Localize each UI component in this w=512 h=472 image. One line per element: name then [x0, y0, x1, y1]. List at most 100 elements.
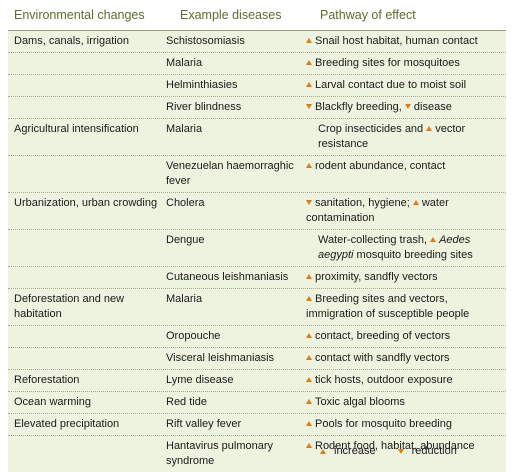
header-environmental-changes: Environmental changes [14, 8, 145, 22]
increase-arrow-icon [306, 421, 312, 426]
table-row: Agricultural intensification Malaria Crop … [8, 119, 506, 156]
reduction-arrow-icon [404, 104, 411, 109]
increase-arrow-icon [306, 38, 312, 43]
table-header: Environmental changes Example diseases P… [8, 0, 506, 31]
example-disease-cell: Cutaneous leishmaniasis [166, 271, 289, 283]
increase-arrow-icon [306, 82, 312, 87]
pathway-text: tick hosts, outdoor exposure [315, 374, 453, 386]
disease-table: Environmental changes Example diseases P… [8, 0, 506, 472]
table-row: Elevated precipitation Rift valley fever P… [8, 414, 506, 436]
pathway-text: water contamination [306, 197, 449, 224]
pathway-text: sanitation, hygiene; [315, 197, 413, 209]
pathway-text: disease [413, 101, 452, 113]
example-disease-cell: Oropouche [166, 330, 221, 342]
example-disease-cell: Rift valley fever [166, 418, 242, 430]
pathway-cell: tick hosts, outdoor exposure [306, 373, 506, 388]
increase-arrow-icon [306, 296, 312, 301]
example-disease-cell: Red tide [166, 396, 207, 408]
increase-arrow-icon [320, 448, 326, 454]
pathway-cell: contact with sandfly vectors [306, 351, 506, 366]
legend-increase: increase [320, 445, 376, 457]
legend-increase-label: increase [334, 445, 376, 457]
pathway-text: Larval contact due to moist soil [315, 79, 467, 91]
environmental-change-cell: Ocean warming [14, 396, 92, 408]
pathway-italic-text: Aedes aegypti [318, 234, 471, 261]
example-disease-cell: Visceral leishmaniasis [166, 352, 275, 364]
pathway-cell: Blackfly breeding, disease [306, 100, 506, 115]
header-example-diseases: Example diseases [180, 8, 282, 22]
pathway-cell: rodent abundance, contact [306, 159, 506, 174]
pathway-text: proximity, sandfly vectors [315, 271, 438, 283]
increase-arrow-icon [306, 443, 312, 448]
example-disease-cell: Malaria [166, 57, 203, 69]
example-disease-cell: Malaria [166, 123, 203, 135]
table-row: Cutaneous leishmaniasis proximity, sandfl… [8, 267, 506, 289]
legend-reduction: reduction [397, 445, 457, 457]
environmental-change-cell: Agricultural intensification [14, 123, 139, 135]
table-body: Dams, canals, irrigation Schistosomiasis S… [8, 31, 506, 472]
example-disease-cell: Venezuelan haemorraghic fever [166, 160, 294, 187]
example-disease-cell: Hantavirus pulmonary syndrome [166, 440, 273, 467]
pathway-text: Pools for mosquito breeding [315, 418, 452, 430]
pathway-text: vector resistance [318, 123, 466, 150]
reduction-arrow-icon [306, 104, 312, 109]
pathway-cell: Toxic algal blooms [306, 395, 506, 410]
increase-arrow-icon [306, 355, 312, 360]
example-disease-cell: Lyme disease [166, 374, 234, 386]
reduction-arrow-icon [306, 200, 312, 205]
table-row: Dengue Water-collecting trash, Aedes aegy… [8, 230, 506, 267]
increase-arrow-icon [412, 200, 419, 205]
pathway-cell: Pools for mosquito breeding [306, 417, 506, 432]
table-row: Visceral leishmaniasis contact with sandf… [8, 348, 506, 370]
pathway-cell: Larval contact due to moist soil [306, 78, 506, 93]
table-row: Deforestation and new habitation Malaria B… [8, 289, 506, 326]
increase-arrow-icon [306, 333, 312, 338]
environmental-change-cell: Deforestation and new habitation [14, 293, 125, 320]
pathway-text: Rodent food, habitat, abundance [315, 440, 475, 452]
pathway-cell: Breeding sites and vectors, immigration … [306, 292, 506, 322]
pathway-cell: proximity, sandfly vectors [306, 270, 506, 285]
increase-arrow-icon [306, 274, 312, 279]
pathway-cell: Crop insecticides and vector resistance [306, 122, 506, 152]
increase-arrow-icon [430, 237, 437, 242]
table-row: River blindness Blackfly breeding, diseas… [8, 97, 506, 119]
environmental-change-cell: Elevated precipitation [14, 418, 120, 430]
increase-arrow-icon [306, 399, 312, 404]
example-disease-cell: Helminthiasies [166, 79, 238, 91]
increase-arrow-icon [426, 126, 433, 131]
header-pathway-of-effect: Pathway of effect [320, 8, 416, 22]
table-row: Helminthiasies Larval contact due to mois… [8, 75, 506, 97]
environmental-change-cell: Dams, canals, irrigation [14, 35, 129, 47]
pathway-text: Toxic algal blooms [315, 396, 405, 408]
pathway-cell: sanitation, hygiene; water contamination [306, 196, 506, 226]
pathway-text: Breeding sites for mosquitoes [315, 57, 460, 69]
pathway-cell: Rodent food, habitat, abundance [306, 439, 506, 454]
pathway-cell: Water-collecting trash, Aedes aegypti mo… [306, 233, 506, 263]
legend: increase reduction [320, 445, 457, 457]
pathway-text: contact with sandfly vectors [315, 352, 450, 364]
table-row: Malaria Breeding sites for mosquitoes [8, 53, 506, 75]
pathway-text: Water-collecting trash, [318, 234, 431, 246]
environmental-change-cell: Reforestation [14, 374, 80, 386]
pathway-text: mosquito breeding sites [353, 249, 473, 261]
pathway-text: Blackfly breeding, [315, 101, 405, 113]
pathway-text: rodent abundance, contact [315, 160, 446, 172]
pathway-text: Crop insecticides and [318, 123, 427, 135]
pathway-cell: contact, breeding of vectors [306, 329, 506, 344]
table-row: Oropouche contact, breeding of vectors [8, 326, 506, 348]
pathway-text: Breeding sites and vectors, immigration … [306, 293, 470, 320]
pathway-cell: Breeding sites for mosquitoes [306, 56, 506, 71]
environmental-change-cell: Urbanization, urban crowding [14, 197, 158, 209]
table-row: Dams, canals, irrigation Schistosomiasis S… [8, 31, 506, 53]
table-row: Reforestation Lyme disease tick hosts, out… [8, 370, 506, 392]
increase-arrow-icon [306, 377, 312, 382]
legend-reduction-label: reduction [411, 445, 457, 457]
pathway-text: contact, breeding of vectors [315, 330, 451, 342]
reduction-arrow-icon [397, 448, 404, 454]
example-disease-cell: Malaria [166, 293, 203, 305]
pathway-cell: Snail host habitat, human contact [306, 34, 506, 49]
example-disease-cell: River blindness [166, 101, 242, 113]
example-disease-cell: Cholera [166, 197, 205, 209]
example-disease-cell: Dengue [166, 234, 205, 246]
table-row: Ocean warming Red tide Toxic algal blooms [8, 392, 506, 414]
